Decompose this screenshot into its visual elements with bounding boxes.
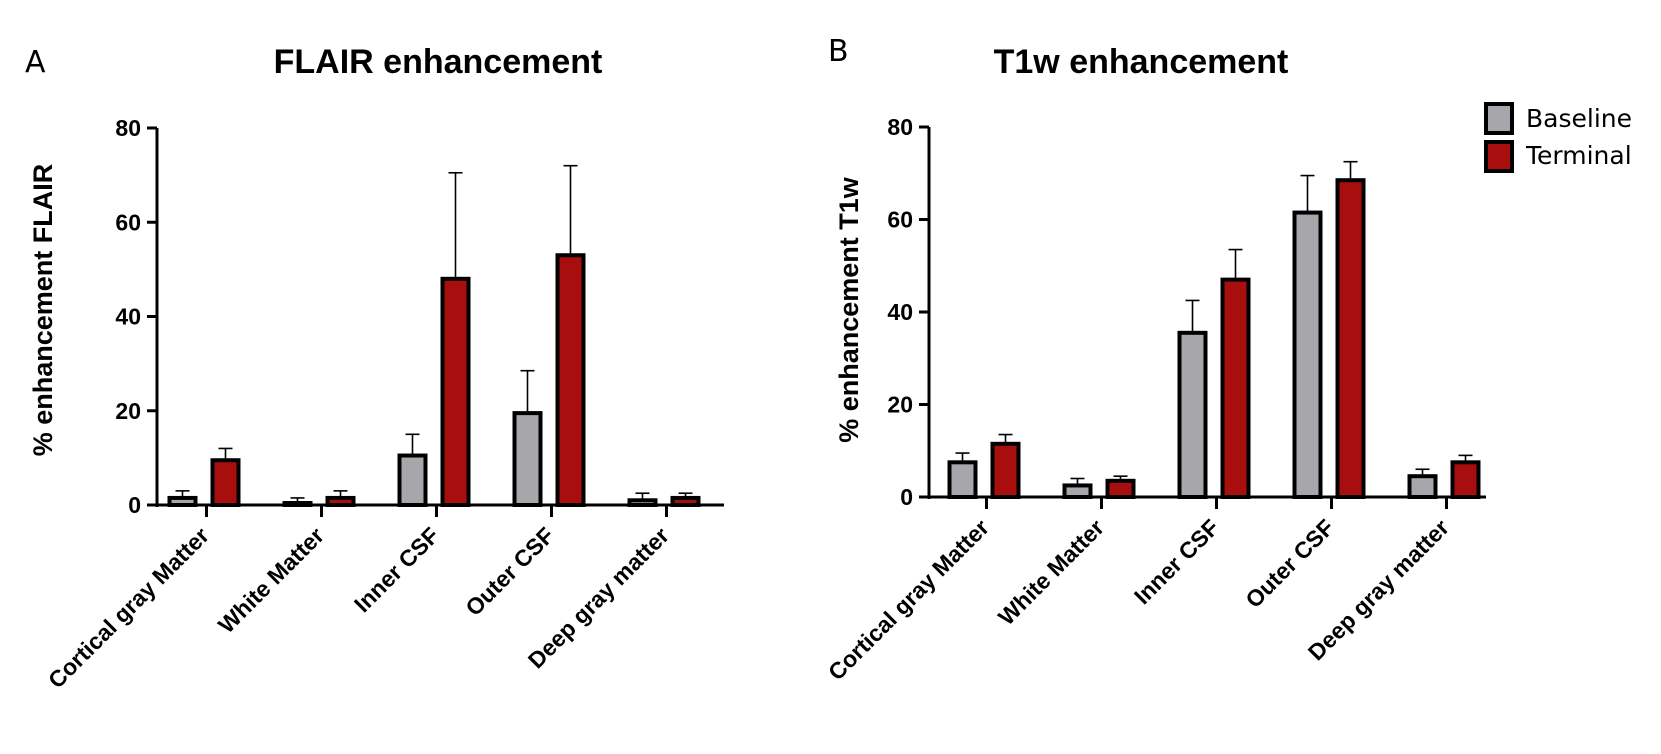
y-tick-label: 40 [887,299,913,325]
bar-terminal [670,495,701,507]
y-tick-label: 40 [115,304,141,330]
chart-panel-a: A FLAIR enhancement % enhancement FLAIR … [25,43,724,693]
bar-terminal [210,458,241,508]
bar-baseline [1177,330,1208,499]
y-tick-label: 80 [115,115,141,141]
legend-label-terminal: Terminal [1525,141,1632,170]
y-tick-label: 0 [128,492,141,518]
x-category-label: Cortical gray Matter [43,522,214,693]
bar-baseline [947,460,978,499]
bar-terminal [555,253,586,507]
y-tick-label: 80 [887,114,913,140]
bar-terminal [1450,460,1481,499]
chart-title-a: FLAIR enhancement [274,43,603,81]
bar-baseline [397,453,428,507]
y-tick-label: 60 [115,209,141,235]
legend-label-baseline: Baseline [1526,104,1632,133]
bar-terminal [1105,478,1136,499]
legend-swatch-terminal [1484,140,1514,173]
x-category-label: Outer CSF [1240,514,1339,613]
bar-terminal [990,441,1021,499]
y-axis-label-a: % enhancement FLAIR [28,164,58,457]
chart-title-b: T1w enhancement [994,43,1289,81]
bar-baseline [627,498,658,508]
panel-letter-a: A [25,45,46,80]
legend: Baseline Terminal [1484,102,1632,173]
bar-terminal [1335,178,1366,499]
bar-baseline [1292,210,1323,499]
bar-baseline [282,501,313,507]
bar-baseline [512,411,543,508]
legend-swatch-baseline [1484,102,1514,135]
panel-letter-b: B [828,34,849,69]
bar-baseline [1407,474,1438,499]
y-tick-label: 60 [887,207,913,233]
bar-baseline [1062,483,1093,499]
x-category-label: Inner CSF [1129,514,1224,609]
bar-baseline [167,495,198,507]
x-category-label: Inner CSF [349,522,444,617]
x-category-label: White Matter [993,514,1109,630]
bar-terminal [325,495,356,507]
y-tick-label: 20 [887,392,913,418]
x-category-label: Outer CSF [460,522,559,621]
bar-terminal [1220,277,1251,499]
x-category-label: Cortical gray Matter [823,514,994,685]
y-tick-label: 0 [900,484,913,510]
bar-terminal [440,276,471,507]
y-axis-label-b: % enhancement T1w [834,176,864,443]
y-tick-label: 20 [115,398,141,424]
chart-panel-b: B T1w enhancement % enhancement T1w 0 20 4… [823,34,1486,685]
x-category-label: White Matter [213,522,329,638]
